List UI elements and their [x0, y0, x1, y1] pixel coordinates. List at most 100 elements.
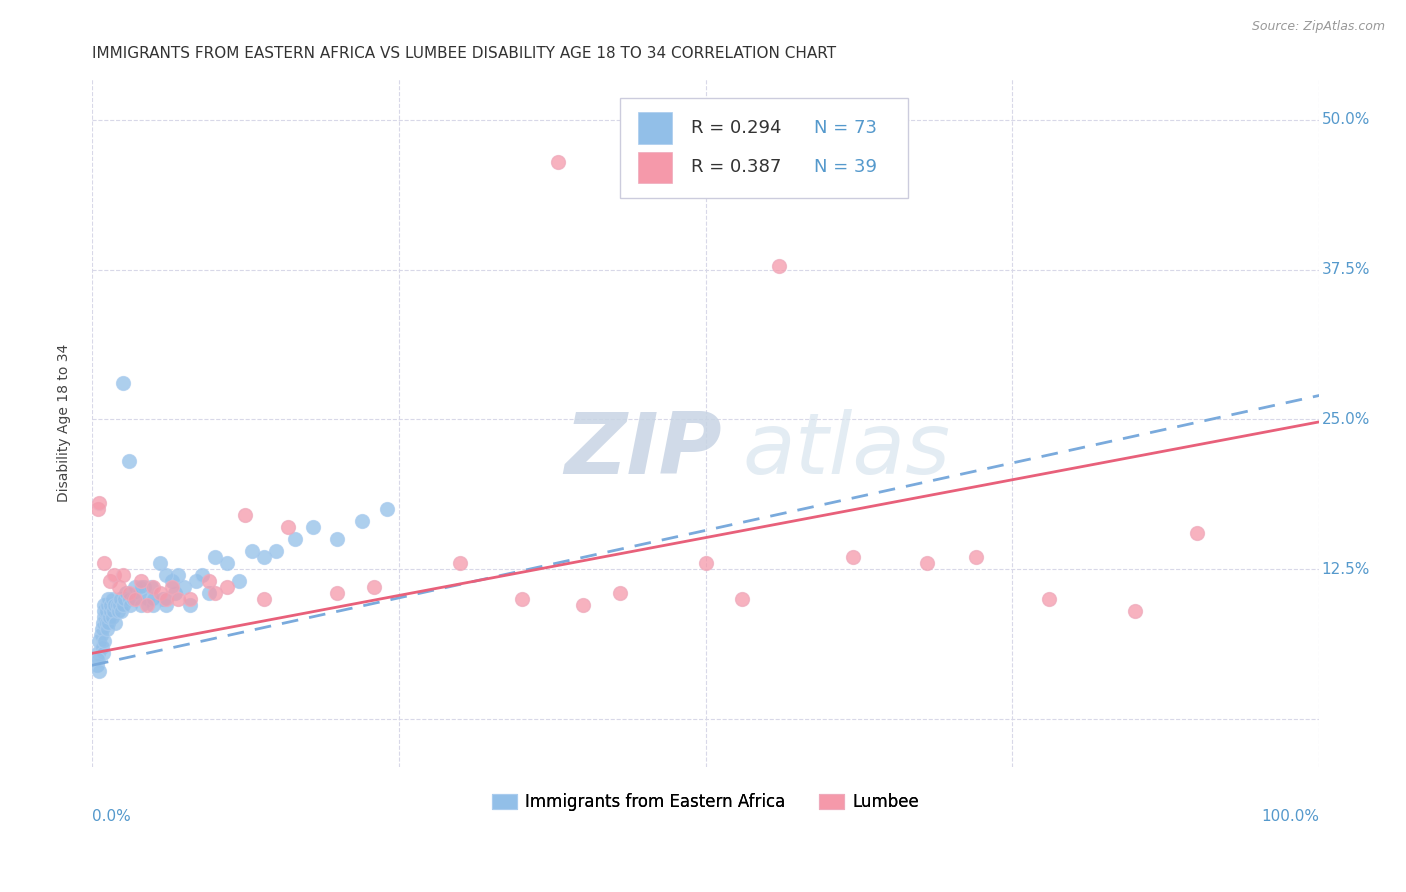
Point — [129, 580, 152, 594]
Point — [103, 568, 125, 582]
Point — [93, 604, 115, 618]
Point — [98, 610, 121, 624]
Point — [103, 599, 125, 613]
Point — [191, 568, 214, 582]
Point — [104, 616, 127, 631]
Text: 12.5%: 12.5% — [1322, 562, 1369, 577]
Point — [101, 604, 124, 618]
Point — [93, 599, 115, 613]
Point — [1185, 526, 1208, 541]
Point — [124, 592, 146, 607]
FancyBboxPatch shape — [638, 112, 672, 144]
Point — [100, 574, 122, 589]
Point — [93, 634, 115, 648]
Point — [129, 599, 152, 613]
Point — [87, 502, 110, 516]
Point — [449, 557, 471, 571]
Point — [165, 586, 187, 600]
FancyBboxPatch shape — [620, 98, 908, 198]
Point — [155, 592, 177, 607]
Point — [100, 610, 122, 624]
Point — [136, 599, 159, 613]
Point — [253, 550, 276, 565]
Y-axis label: Disability Age 18 to 34: Disability Age 18 to 34 — [58, 343, 72, 501]
Text: N = 39: N = 39 — [814, 158, 876, 177]
Point — [129, 574, 152, 589]
Point — [111, 568, 134, 582]
Point — [89, 665, 111, 679]
Point — [108, 599, 131, 613]
Point — [173, 580, 195, 594]
Point — [100, 599, 122, 613]
Point — [510, 592, 533, 607]
Point — [120, 599, 142, 613]
FancyBboxPatch shape — [638, 152, 672, 183]
Point — [90, 628, 112, 642]
Point — [215, 580, 238, 594]
Point — [110, 592, 132, 607]
Point — [124, 580, 146, 594]
Point — [235, 508, 257, 523]
Point — [842, 550, 865, 565]
Text: 0.0%: 0.0% — [91, 809, 131, 823]
Point — [160, 580, 183, 594]
Point — [110, 604, 132, 618]
Point — [100, 592, 122, 607]
Point — [97, 616, 120, 631]
Point — [97, 592, 120, 607]
Point — [915, 557, 938, 571]
Point — [1123, 604, 1146, 618]
Point — [91, 616, 114, 631]
Text: R = 0.387: R = 0.387 — [690, 158, 782, 177]
Point — [100, 604, 122, 618]
Point — [94, 604, 117, 618]
Point — [609, 586, 631, 600]
Point — [107, 604, 129, 618]
Point — [152, 592, 174, 607]
Point — [128, 586, 150, 600]
Point — [572, 599, 595, 613]
Point — [326, 533, 349, 547]
Point — [87, 652, 110, 666]
Point — [90, 623, 112, 637]
Point — [197, 574, 219, 589]
Text: N = 73: N = 73 — [814, 119, 876, 137]
Point — [96, 623, 118, 637]
Point — [148, 586, 170, 600]
Point — [326, 586, 349, 600]
Point — [160, 574, 183, 589]
Point — [132, 580, 155, 594]
Point — [155, 568, 177, 582]
Point — [197, 586, 219, 600]
Point — [142, 592, 165, 607]
Point — [111, 376, 134, 391]
Point — [731, 592, 754, 607]
Point — [215, 557, 238, 571]
Point — [93, 557, 115, 571]
Point — [118, 592, 141, 607]
Point — [121, 592, 143, 607]
Point — [375, 502, 398, 516]
Point — [283, 533, 305, 547]
Point — [91, 646, 114, 660]
Point — [115, 586, 138, 600]
Point — [204, 550, 226, 565]
Point — [142, 599, 165, 613]
Point — [148, 557, 170, 571]
Point — [108, 580, 131, 594]
Point — [89, 496, 111, 510]
Point — [240, 544, 263, 558]
Point — [363, 580, 385, 594]
Point — [186, 574, 208, 589]
Point — [302, 520, 325, 534]
Point — [179, 592, 201, 607]
Point — [142, 580, 165, 594]
Point — [167, 592, 190, 607]
Point — [90, 640, 112, 655]
Point — [253, 592, 276, 607]
Point — [94, 616, 117, 631]
Point — [768, 259, 790, 273]
Point — [96, 599, 118, 613]
Text: Source: ZipAtlas.com: Source: ZipAtlas.com — [1251, 20, 1385, 33]
Point — [695, 557, 717, 571]
